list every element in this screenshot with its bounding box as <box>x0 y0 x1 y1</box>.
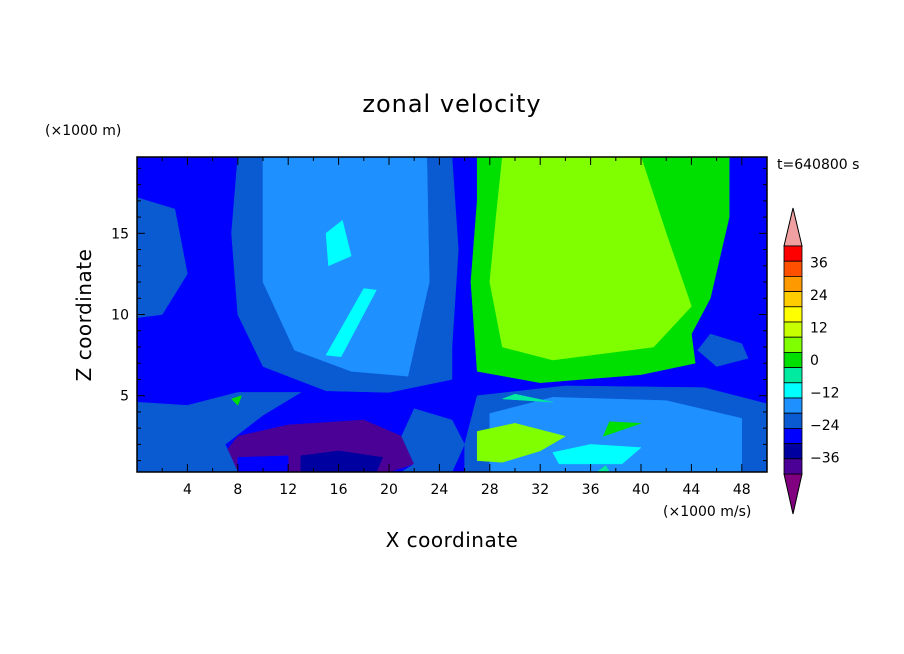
colorbar-bin <box>783 306 803 323</box>
colorbar: 36 24 12 0 −12 −24 −36 <box>783 207 840 515</box>
contour-region-18 <box>489 157 692 361</box>
contour-fill <box>137 157 767 472</box>
x-tick-label: 36 <box>582 482 600 498</box>
time-label: t=640800 s <box>777 157 859 173</box>
x-tick-label: 40 <box>632 482 650 498</box>
contour-region-16 <box>596 465 610 472</box>
colorbar-bin <box>783 321 803 338</box>
x-tick-label: 16 <box>330 482 348 498</box>
x-tick-label: 24 <box>430 482 448 498</box>
colorbar-bin <box>783 245 803 262</box>
contour-region-12 <box>262 157 430 377</box>
contour-region-4 <box>237 455 289 472</box>
contour-region-20 <box>602 421 642 437</box>
y-axis-unit: (×1000 m) <box>45 123 121 139</box>
contour-region-10 <box>697 333 749 367</box>
contour-region-11 <box>489 397 743 472</box>
contour-region-19 <box>476 423 566 463</box>
x-tick-label: 12 <box>279 482 297 498</box>
contour-region-5 <box>137 392 302 472</box>
colorbar-bin <box>783 382 803 399</box>
colorbar-tick-label: 36 <box>810 255 828 271</box>
y-tick-label: 5 <box>120 389 129 405</box>
colorbar-tick-label: −24 <box>810 418 840 434</box>
colorbar-bin <box>783 291 803 308</box>
colorbar-bin <box>783 443 803 460</box>
contour-region-9 <box>137 197 188 318</box>
colorbar-tick-label: 12 <box>810 320 828 336</box>
colorbar-bin <box>783 427 803 444</box>
colorbar-tick-label: −12 <box>810 386 840 402</box>
colorbar-bin <box>783 397 803 414</box>
x-tick-label: 32 <box>531 482 549 498</box>
y-tick-label: 15 <box>111 226 129 242</box>
contour-region-21 <box>502 393 554 403</box>
x-axis-label: X coordinate <box>386 528 519 552</box>
colorbar-tick-label: 24 <box>810 288 828 304</box>
chart-title: zonal velocity <box>362 90 541 118</box>
x-tick-label: 48 <box>733 482 751 498</box>
colorbar-tick-label: −36 <box>810 451 840 467</box>
y-axis-label: Z coordinate <box>72 249 96 382</box>
contour-region-15 <box>325 220 352 267</box>
colorbar-bin <box>783 367 803 384</box>
contour-region-22 <box>231 395 242 406</box>
colorbar-tick-label: 0 <box>810 353 819 369</box>
x-tick-label: 8 <box>233 482 242 498</box>
contour-region-13 <box>552 444 642 465</box>
x-tick-label: 4 <box>183 482 192 498</box>
y-tick-label: 10 <box>111 308 129 324</box>
colorbar-bin <box>783 412 803 429</box>
contour-region-6 <box>401 408 465 472</box>
contour-region-14 <box>325 288 377 357</box>
x-axis-unit: (×1000 m/s) <box>663 504 751 520</box>
colorbar-bin <box>783 260 803 277</box>
colorbar-bin <box>783 275 803 292</box>
x-tick-label: 44 <box>682 482 700 498</box>
colorbar-bin <box>783 458 803 475</box>
x-tick-label: 28 <box>481 482 499 498</box>
colorbar-bin <box>783 351 803 368</box>
contour-region-1 <box>300 450 383 472</box>
colorbar-bin <box>783 336 803 353</box>
x-tick-label: 20 <box>380 482 398 498</box>
